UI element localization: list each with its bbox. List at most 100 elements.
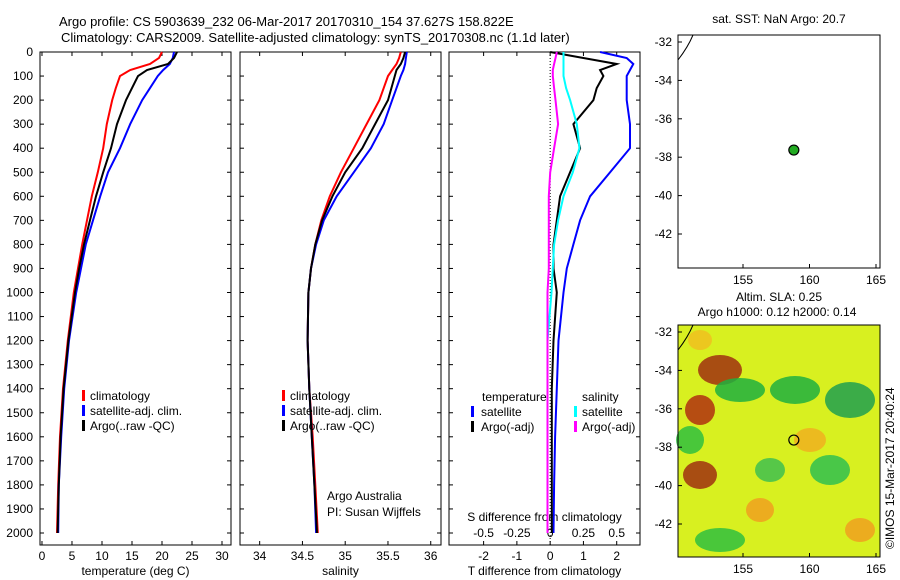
x-tick-label: 36 (424, 549, 438, 563)
lon-tick-label: 165 (866, 273, 886, 287)
series-argo-raw-qc- (56, 51, 178, 534)
s-tick-label: -0.25 (503, 526, 531, 540)
sla-anomaly-patch (794, 428, 826, 452)
series-satellite-adj-clim- (306, 51, 408, 534)
legend-swatch (471, 421, 474, 432)
panel-frame-3 (448, 51, 641, 546)
coastline (677, 324, 694, 351)
lat-tick-label: -34 (655, 73, 673, 87)
legend-swatch (471, 406, 474, 417)
x-tick-label: 35.5 (376, 549, 400, 563)
s-tick-label: 0 (547, 526, 554, 540)
legend-swatch (282, 420, 285, 431)
y-tick-label: 1900 (6, 502, 33, 516)
x-tick-label: 25 (185, 549, 199, 563)
lon-tick-label: 160 (799, 562, 819, 576)
legend-label: satellite (481, 405, 522, 419)
annotation-line-2: PI: Susan Wijffels (327, 505, 421, 519)
x-tick-label: 30 (215, 549, 229, 563)
sla-anomaly-patch (755, 458, 785, 482)
legend-swatch (574, 421, 577, 432)
title-line-1: Argo profile: CS 5903639_232 06-Mar-2017… (59, 14, 514, 29)
map-frame (677, 324, 881, 558)
x-tick-label: 34 (253, 549, 267, 563)
sst-map-title: sat. SST: NaN Argo: 20.7 (712, 12, 846, 26)
lat-tick-label: -40 (655, 479, 673, 493)
x-tick-label: 5 (69, 549, 76, 563)
argo-location-marker (788, 434, 800, 446)
map-frame (677, 34, 881, 269)
x-axis-label: salinity (322, 564, 359, 578)
y-tick-label: 1300 (6, 358, 33, 372)
legend-swatch (82, 420, 85, 431)
y-tick-label: 200 (13, 93, 33, 107)
series-t-argo-adj- (550, 51, 621, 533)
lat-tick-label: -32 (655, 325, 673, 339)
series-t-satellite (552, 51, 635, 534)
legend-label: satellite-adj. clim. (90, 404, 182, 418)
lon-tick-label: 155 (733, 273, 753, 287)
x-tick-label: 0 (547, 549, 554, 563)
x-tick-label: 20 (155, 549, 169, 563)
y-tick-label: 300 (13, 117, 33, 131)
x-tick-label: 15 (125, 549, 139, 563)
sla-map-title-1: Altim. SLA: 0.25 (736, 290, 822, 304)
series-climatology (56, 51, 163, 534)
sla-anomaly-patch (688, 330, 712, 350)
y-tick-label: 400 (13, 141, 33, 155)
lat-tick-label: -42 (655, 517, 673, 531)
x-axis-label: T difference from climatology (468, 564, 622, 578)
x-tick-label: 34.5 (291, 549, 315, 563)
legend-s-title: salinity (582, 390, 619, 404)
lon-tick-label: 165 (866, 562, 886, 576)
lat-tick-label: -36 (655, 112, 673, 126)
series-s-argo-adj- (546, 51, 560, 533)
y-tick-label: 0 (26, 45, 33, 59)
legend-label: Argo(..raw -QC) (90, 419, 175, 433)
legend-swatch (82, 405, 85, 416)
lat-tick-label: -42 (655, 227, 673, 241)
y-tick-label: 1600 (6, 430, 33, 444)
y-tick-label: 600 (13, 189, 33, 203)
x-tick-label: 35 (339, 549, 353, 563)
legend-t-title: temperature (482, 390, 547, 404)
y-tick-label: 1800 (6, 478, 33, 492)
legend-label: satellite (582, 405, 623, 419)
legend-swatch (574, 406, 577, 417)
y-tick-label: 1100 (7, 310, 33, 324)
x-tick-label: -2 (478, 549, 489, 563)
legend-swatch (82, 390, 85, 401)
legend-label: climatology (90, 389, 150, 403)
s-tick-label: -0.5 (473, 526, 494, 540)
legend-label: Argo(-adj) (481, 420, 534, 434)
series-argo-raw-qc- (306, 51, 407, 534)
lat-tick-label: -36 (655, 402, 673, 416)
s-tick-label: 0.25 (572, 526, 596, 540)
sla-anomaly-patch (810, 455, 850, 485)
sla-anomaly-patch (683, 461, 717, 489)
sla-anomaly-patch (770, 376, 820, 404)
legend-label: satellite-adj. clim. (290, 404, 382, 418)
y-tick-label: 800 (13, 237, 33, 251)
panel-frame-1 (39, 51, 232, 546)
legend-label: climatology (290, 389, 350, 403)
y-tick-label: 700 (13, 213, 33, 227)
y-tick-label: 500 (13, 165, 33, 179)
argo-location-marker (788, 144, 800, 156)
lat-tick-label: -38 (655, 150, 673, 164)
sla-anomaly-patch (676, 426, 704, 454)
s-tick-label: 0.5 (608, 526, 625, 540)
legend-label: Argo(-adj) (582, 420, 635, 434)
lon-tick-label: 155 (733, 562, 753, 576)
series-climatology (306, 51, 402, 534)
x-tick-label: -1 (512, 549, 523, 563)
y-tick-label: 1400 (6, 382, 33, 396)
lon-tick-label: 160 (799, 273, 819, 287)
sla-anomaly-patch (825, 382, 875, 418)
panel-frame-2 (239, 51, 442, 546)
sla-anomaly-patch (746, 498, 774, 522)
y-tick-label: 900 (13, 261, 33, 275)
legend-label: Argo(..raw -QC) (290, 419, 375, 433)
